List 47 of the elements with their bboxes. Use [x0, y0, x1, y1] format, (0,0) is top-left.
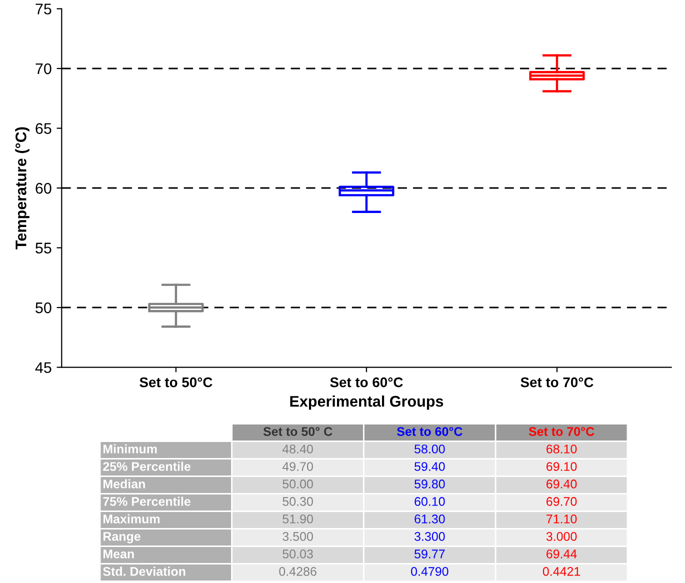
x-tick-label: Set to 70°C — [520, 377, 594, 388]
text: 3.000 — [546, 532, 577, 541]
text: 50.30 — [282, 497, 313, 506]
y-tick-label: 50 — [36, 302, 52, 314]
y-tick-label: 45 — [35, 362, 52, 373]
y-tick-label: 55 — [36, 242, 52, 254]
text: 0.4286 — [279, 567, 316, 576]
text: 59.77 — [414, 550, 445, 558]
text: 48.40 — [282, 444, 313, 454]
text: 69.70 — [546, 497, 577, 506]
text: 25% Percentile — [103, 462, 190, 471]
text: Mean — [103, 550, 134, 558]
text: Std. Deviation — [103, 566, 186, 576]
text: 3.300 — [414, 532, 445, 541]
text: 69.44 — [546, 550, 577, 558]
text: Median — [103, 479, 145, 488]
text: 3.500 — [282, 532, 313, 541]
text: 58.00 — [414, 444, 445, 454]
text: 0.4790 — [411, 567, 448, 576]
text: 51.90 — [282, 514, 313, 524]
y-tick-label: 75 — [36, 4, 52, 14]
text: Maximum — [103, 514, 160, 524]
text: Range — [103, 532, 140, 544]
y-tick-label: 65 — [36, 123, 52, 134]
text: 69.40 — [546, 480, 577, 488]
x-tick-label: Set to 60°C — [330, 377, 403, 388]
x-axis-title: Experimental Groups — [290, 396, 444, 410]
y-axis-title: Temperature (°C) — [15, 127, 30, 250]
text: 60.10 — [414, 497, 445, 506]
text: 59.40 — [414, 462, 445, 471]
text: 69.10 — [546, 462, 577, 471]
text: 59.80 — [414, 480, 445, 488]
text: 71.10 — [546, 514, 577, 524]
text: 49.70 — [282, 462, 313, 471]
text: Set to 60°C — [396, 427, 462, 436]
text: 68.10 — [546, 444, 577, 454]
text: Set to 50° C — [263, 427, 332, 436]
text: Set to 70°C — [528, 427, 594, 436]
text: 61.30 — [414, 514, 445, 524]
text: 50.00 — [282, 480, 313, 488]
y-tick-label: 70 — [36, 63, 52, 74]
text: 75% Percentile — [103, 496, 190, 506]
text: Minimum — [103, 444, 157, 454]
text: 0.4421 — [542, 567, 580, 576]
x-tick-label: Set to 50°C — [140, 377, 212, 388]
y-tick-label: 60 — [36, 182, 52, 194]
text: 50.03 — [282, 550, 313, 558]
